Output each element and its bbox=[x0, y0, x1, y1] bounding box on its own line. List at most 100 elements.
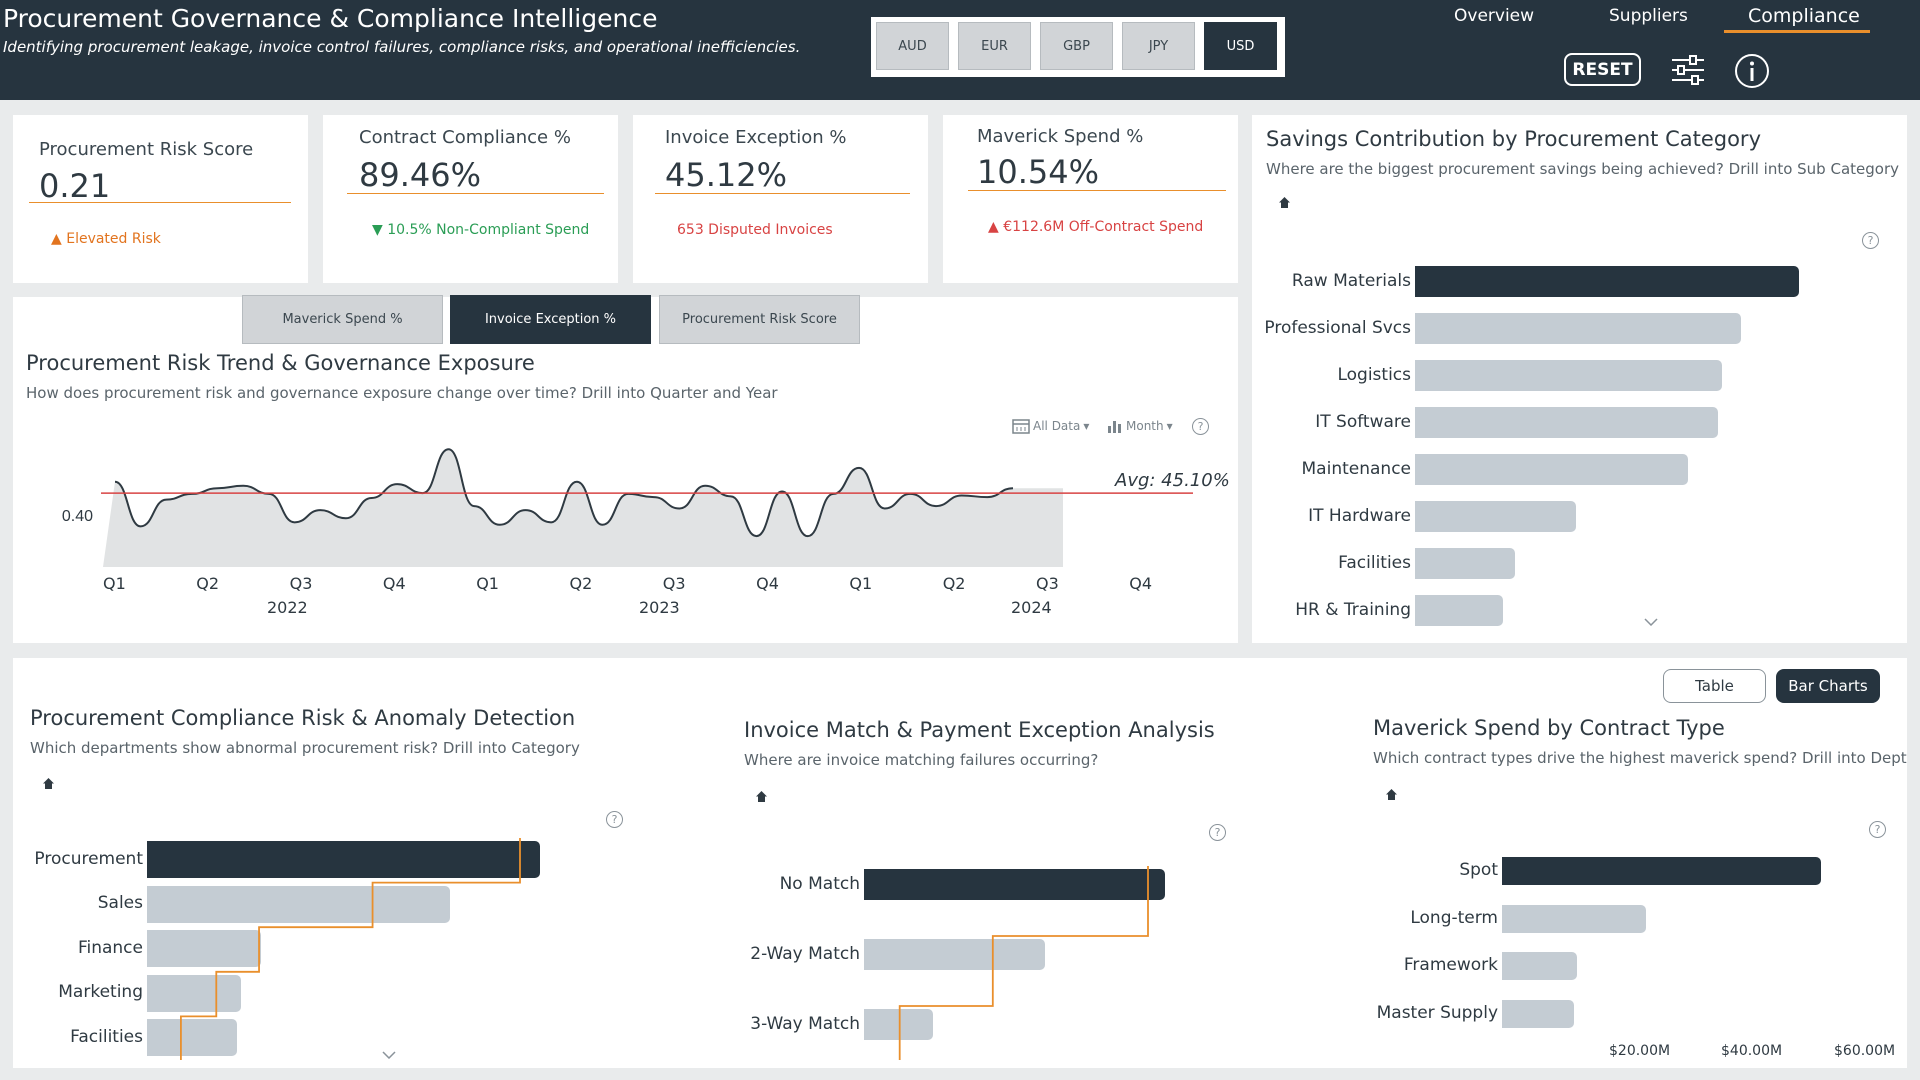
kpi-value: 10.54% bbox=[977, 153, 1100, 191]
x-tick-label: Q1 bbox=[849, 574, 873, 593]
category-label: Procurement bbox=[34, 848, 143, 869]
bar[interactable] bbox=[1502, 904, 1647, 933]
home-icon[interactable] bbox=[755, 788, 768, 807]
bar[interactable] bbox=[1415, 548, 1515, 579]
currency-aud-button[interactable]: AUD bbox=[876, 22, 949, 70]
bar[interactable] bbox=[1415, 595, 1504, 626]
bar[interactable] bbox=[1502, 952, 1577, 980]
category-label: Professional Svcs bbox=[1264, 317, 1411, 338]
maverick-subtitle: Which contract types drive the highest m… bbox=[1373, 749, 1907, 767]
x-tick-label: Q4 bbox=[756, 574, 779, 593]
bar[interactable] bbox=[1502, 857, 1821, 885]
currency-gbp-button[interactable]: GBP bbox=[1040, 22, 1113, 70]
kpi-title: Invoice Exception % bbox=[665, 127, 847, 148]
chevron-down-icon[interactable] bbox=[382, 1044, 396, 1063]
app-title: Procurement Governance & Compliance Inte… bbox=[3, 4, 658, 33]
kpi-note: 653 Disputed Invoices bbox=[677, 222, 833, 238]
tab-procurement-risk-score[interactable]: Procurement Risk Score bbox=[659, 295, 860, 344]
x-tick-label: Q2 bbox=[569, 574, 593, 593]
bar[interactable] bbox=[147, 841, 540, 878]
home-icon[interactable] bbox=[42, 775, 55, 794]
currency-usd-button[interactable]: USD bbox=[1204, 22, 1277, 70]
category-label: Logistics bbox=[1337, 364, 1411, 385]
category-label: Facilities bbox=[1338, 552, 1411, 573]
bar[interactable] bbox=[1415, 454, 1688, 485]
chevron-down-icon: ▾ bbox=[1083, 419, 1090, 433]
bar[interactable] bbox=[1415, 266, 1799, 297]
category-label: IT Software bbox=[1315, 411, 1411, 432]
tab-invoice-exception[interactable]: Invoice Exception % bbox=[450, 295, 651, 344]
bar-charts-view-button[interactable]: Bar Charts bbox=[1776, 669, 1880, 703]
category-label: Finance bbox=[77, 937, 143, 958]
nav-overview[interactable]: Overview bbox=[1454, 6, 1535, 26]
trend-title: Procurement Risk Trend & Governance Expo… bbox=[26, 351, 535, 375]
x-tick-label: $60.00M bbox=[1834, 1043, 1896, 1059]
info-icon[interactable] bbox=[1734, 53, 1770, 89]
bar[interactable] bbox=[864, 1009, 934, 1040]
chevron-down-icon[interactable] bbox=[1644, 615, 1658, 629]
x-tick-label: $20.00M bbox=[1609, 1043, 1671, 1059]
date-range-filter[interactable]: All Data ▾ bbox=[1012, 418, 1089, 434]
currency-jpy-button[interactable]: JPY bbox=[1122, 22, 1195, 70]
table-view-button[interactable]: Table bbox=[1663, 669, 1766, 703]
anomaly-title: Procurement Compliance Risk & Anomaly De… bbox=[30, 706, 576, 730]
filter-sliders-icon[interactable] bbox=[1670, 54, 1706, 86]
bar[interactable] bbox=[1415, 407, 1719, 438]
x-tick-label: Q4 bbox=[1129, 574, 1153, 593]
x-tick-label: Q4 bbox=[382, 574, 406, 593]
reset-button[interactable]: RESET bbox=[1564, 53, 1641, 86]
category-label: HR & Training bbox=[1295, 599, 1411, 620]
average-label: Avg: 45.10% bbox=[1115, 470, 1230, 491]
bar[interactable] bbox=[1415, 313, 1742, 344]
nav-compliance[interactable]: Compliance bbox=[1748, 5, 1860, 27]
x-year-label: 2023 bbox=[639, 598, 680, 617]
kpi-title: Procurement Risk Score bbox=[39, 139, 254, 160]
currency-selector: AUD EUR GBP JPY USD bbox=[871, 17, 1285, 77]
bar[interactable] bbox=[147, 1019, 238, 1057]
kpi-divider bbox=[29, 202, 291, 203]
x-tick-label: Q1 bbox=[476, 574, 499, 593]
bar[interactable] bbox=[147, 885, 450, 923]
trend-panel bbox=[13, 297, 1238, 643]
x-year-label: 2024 bbox=[1011, 598, 1052, 617]
chevron-down-icon: ▾ bbox=[1166, 419, 1173, 433]
invoice-match-subtitle: Where are invoice matching failures occu… bbox=[744, 751, 1099, 769]
help-icon[interactable]: ? bbox=[1862, 232, 1879, 249]
bar[interactable] bbox=[1502, 999, 1575, 1028]
granularity-filter[interactable]: Month ▾ bbox=[1107, 418, 1173, 434]
kpi-divider bbox=[968, 190, 1226, 191]
nav-suppliers[interactable]: Suppliers bbox=[1609, 6, 1688, 26]
help-icon[interactable]: ? bbox=[1192, 418, 1209, 435]
date-range-label: All Data bbox=[1033, 419, 1081, 433]
trend-line bbox=[114, 448, 1014, 538]
currency-eur-button[interactable]: EUR bbox=[958, 22, 1031, 70]
bar[interactable] bbox=[1415, 501, 1577, 532]
bar[interactable] bbox=[147, 930, 261, 968]
savings-title: Savings Contribution by Procurement Cate… bbox=[1266, 127, 1761, 151]
anomaly-subtitle: Which departments show abnormal procurem… bbox=[30, 739, 580, 757]
bar[interactable] bbox=[1415, 360, 1723, 391]
kpi-card-maverick-spend bbox=[943, 115, 1238, 283]
category-label: Sales bbox=[97, 893, 143, 914]
bar[interactable] bbox=[864, 869, 1165, 900]
category-label: No Match bbox=[779, 873, 860, 894]
kpi-card-invoice-exception bbox=[633, 115, 928, 283]
bar[interactable] bbox=[864, 939, 1045, 970]
help-icon[interactable]: ? bbox=[1869, 821, 1886, 838]
help-icon[interactable]: ? bbox=[1209, 824, 1226, 841]
help-icon[interactable]: ? bbox=[606, 811, 623, 828]
trend-chart: 0.40 bbox=[62, 448, 1193, 567]
bar[interactable] bbox=[147, 974, 242, 1012]
tab-maverick-spend[interactable]: Maverick Spend % bbox=[242, 295, 443, 344]
y-tick-label: 0.40 bbox=[62, 508, 93, 525]
kpi-title: Contract Compliance % bbox=[359, 127, 571, 148]
invoice-match-title: Invoice Match & Payment Exception Analys… bbox=[744, 718, 1215, 742]
trend-subtitle: How does procurement risk and governance… bbox=[26, 384, 778, 402]
category-label: Facilities bbox=[70, 1026, 143, 1047]
home-icon[interactable] bbox=[1385, 786, 1398, 805]
category-label: Long-term bbox=[1410, 907, 1498, 928]
x-tick-label: Q1 bbox=[103, 574, 126, 593]
x-tick-label: $40.00M bbox=[1721, 1043, 1783, 1059]
x-tick-label: Q3 bbox=[662, 574, 686, 593]
home-icon[interactable] bbox=[1278, 196, 1291, 213]
